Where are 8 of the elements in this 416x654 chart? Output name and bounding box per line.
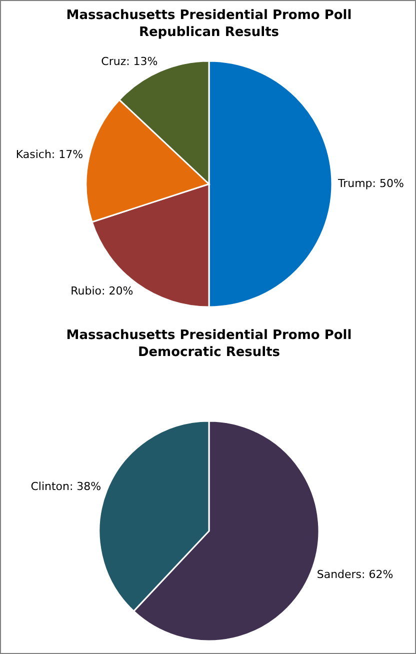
slice-label: Sanders: 62% [316,568,394,582]
chart-title: Massachusetts Presidential Promo Poll Republican Results [65,7,353,41]
slice-label: Trump: 50% [337,177,404,190]
chart-title: Massachusetts Presidential Promo Poll Democratic Results [65,327,353,361]
slice-label: Clinton: 38% [30,480,102,493]
slice-label: Cruz: 13% [101,54,158,68]
slice-label: Rubio: 20% [70,284,134,298]
slice-label: Kasich: 17% [16,148,84,162]
